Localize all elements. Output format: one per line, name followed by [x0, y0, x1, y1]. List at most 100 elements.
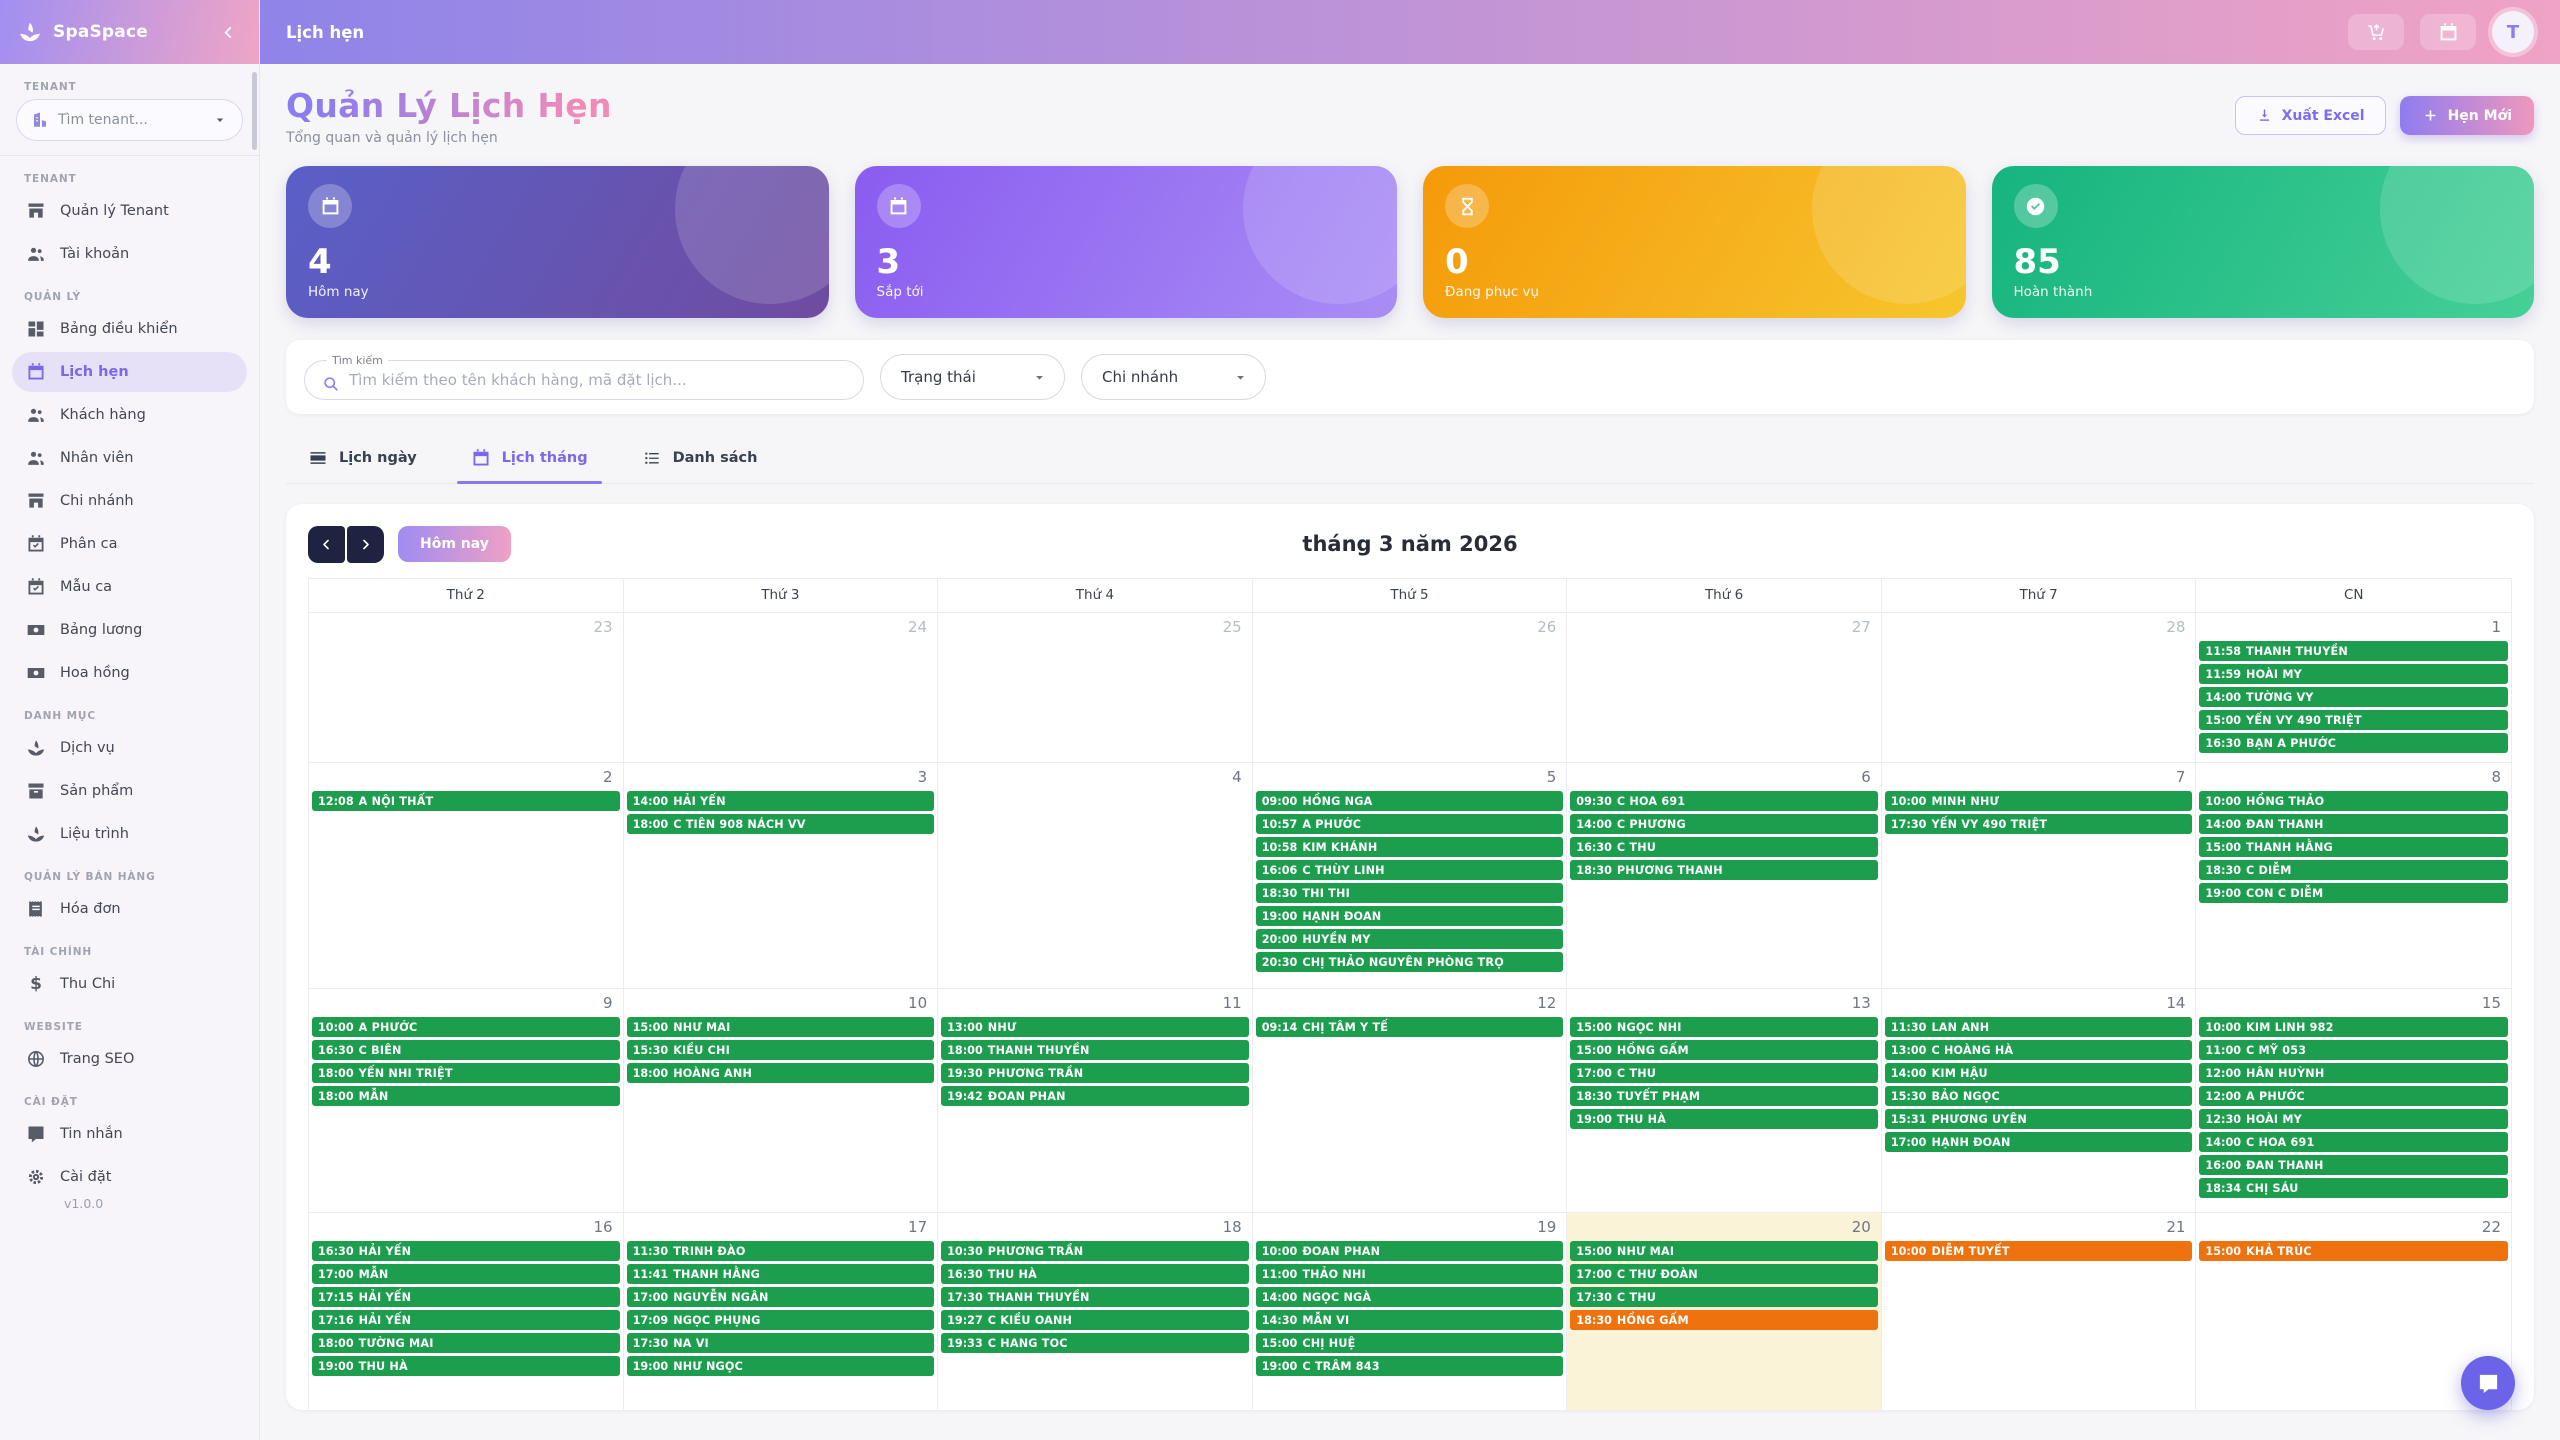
search-input[interactable]: [349, 370, 847, 389]
day-cell-13[interactable]: 13 15:00 NGỌC NHI 15:00 HỒNG GẤM 17:00 C THU 18…: [1567, 989, 1882, 1212]
calendar-event[interactable]: 11:30 TRINH ĐÀO: [626, 1241, 935, 1261]
calendar-event[interactable]: 10:30 PHƯƠNG TRẦN: [941, 1241, 1249, 1261]
day-cell-7[interactable]: 7 10:00 MINH NHƯ 17:30 YẾN VY 490 TRIỆT: [1882, 763, 2197, 988]
day-cell-2[interactable]: 2 12:08 A NỘI THẤT: [309, 763, 624, 988]
calendar-event[interactable]: 10:58 KIM KHÁNH: [1255, 837, 1564, 857]
day-cell-11[interactable]: 11 13:00 NHƯ 18:00 THANH THUYỀN 19:30 PHƯƠNG T…: [938, 989, 1253, 1212]
calendar-event[interactable]: 12:00 A PHƯỚC: [2199, 1086, 2508, 1106]
calendar-event[interactable]: 17:30 THANH THUYỀN: [941, 1287, 1249, 1307]
day-cell-5[interactable]: 5 09:00 HỒNG NGA 10:57 A PHƯỚC 10:58 KIM KHÁNH…: [1253, 763, 1568, 988]
sidebar-scrollbar[interactable]: [252, 72, 257, 150]
calendar-event[interactable]: 19:00 CON C DIỄM: [2199, 883, 2508, 903]
cart-button[interactable]: [2348, 14, 2404, 50]
sidebar-item-lich-hen[interactable]: Lịch hẹn: [12, 352, 247, 392]
calendar-event[interactable]: 17:30 C THU: [1570, 1287, 1878, 1307]
calendar-event[interactable]: 18:30 PHƯƠNG THANH: [1570, 860, 1878, 880]
new-appointment-button[interactable]: Hẹn Mới: [2399, 96, 2534, 135]
calendar-event[interactable]: 18:00 THANH THUYỀN: [941, 1040, 1249, 1060]
calendar-event[interactable]: 17:00 C THƯ ĐOÀN: [1570, 1264, 1878, 1284]
tenant-search-select[interactable]: Tìm tenant...: [16, 99, 243, 141]
calendar-event[interactable]: 18:00 MẪN: [312, 1086, 620, 1106]
calendar-event[interactable]: 11:59 HOÀI MY: [2199, 664, 2508, 684]
calendar-event[interactable]: 17:30 NA VI: [626, 1333, 935, 1353]
sidebar-item-hoa-hong[interactable]: Hoa hồng: [12, 653, 247, 693]
search-field[interactable]: Tìm kiếm: [304, 354, 864, 400]
calendar-event[interactable]: 16:30 C THU: [1570, 837, 1878, 857]
day-cell-26[interactable]: 26: [1253, 613, 1568, 762]
today-button[interactable]: Hôm nay: [398, 526, 511, 562]
calendar-shortcut-button[interactable]: [2420, 14, 2476, 50]
sidebar-item-bang-luong[interactable]: Bảng lương: [12, 610, 247, 650]
calendar-event[interactable]: 14:00 C PHƯƠNG: [1570, 814, 1878, 834]
calendar-event[interactable]: 13:00 C HOÀNG HÀ: [1884, 1040, 2193, 1060]
calendar-event[interactable]: 12:30 HOÀI MY: [2199, 1109, 2508, 1129]
day-cell-19[interactable]: 19 10:00 ĐOAN PHAN 11:00 THẢO NHI 14:00 NGỌC N…: [1253, 1213, 1568, 1410]
calendar-event[interactable]: 18:30 C DIỄM: [2199, 860, 2508, 880]
branch-select[interactable]: Chi nhánh: [1081, 354, 1266, 400]
calendar-event[interactable]: 14:00 C HOA 691: [2199, 1132, 2508, 1152]
calendar-event[interactable]: 10:57 A PHƯỚC: [1255, 814, 1564, 834]
calendar-event[interactable]: 10:00 KIM LINH 982: [2199, 1017, 2508, 1037]
calendar-event[interactable]: 16:06 C THÙY LINH: [1255, 860, 1564, 880]
calendar-event[interactable]: 16:30 BẠN A PHƯỚC: [2199, 733, 2508, 753]
calendar-event[interactable]: 14:30 MẪN VI: [1255, 1310, 1564, 1330]
calendar-event[interactable]: 13:00 NHƯ: [941, 1017, 1249, 1037]
calendar-event[interactable]: 17:30 YẾN VY 490 TRIỆT: [1884, 814, 2193, 834]
calendar-event[interactable]: 12:00 HÂN HUỲNH: [2199, 1063, 2508, 1083]
calendar-event[interactable]: 15:30 KIỀU CHI: [626, 1040, 935, 1060]
calendar-event[interactable]: 14:00 NGỌC NGÀ: [1255, 1287, 1564, 1307]
export-excel-button[interactable]: Xuất Excel: [2234, 96, 2386, 135]
day-cell-10[interactable]: 10 15:00 NHƯ MAI 15:30 KIỀU CHI 18:00 HOÀNG AN…: [624, 989, 939, 1212]
tab-danh-sach[interactable]: Danh sách: [620, 438, 780, 483]
calendar-event[interactable]: 18:00 C TIÊN 908 NÁCH VV: [626, 814, 935, 834]
calendar-event[interactable]: 10:00 A PHƯỚC: [312, 1017, 620, 1037]
calendar-event[interactable]: 09:00 HỒNG NGA: [1255, 791, 1564, 811]
calendar-event[interactable]: 16:30 C BIÊN: [312, 1040, 620, 1060]
tab-lich-ngay[interactable]: Lịch ngày: [286, 438, 439, 483]
calendar-event[interactable]: 18:30 THI THI: [1255, 883, 1564, 903]
calendar-event[interactable]: 19:00 C TRÂM 843: [1255, 1356, 1564, 1376]
prev-month-button[interactable]: [308, 525, 345, 563]
sidebar-item-bang-dieu-khien[interactable]: Bảng điều khiển: [12, 309, 247, 349]
calendar-event[interactable]: 19:27 C KIỀU OANH: [941, 1310, 1249, 1330]
calendar-event[interactable]: 11:00 THẢO NHI: [1255, 1264, 1564, 1284]
calendar-event[interactable]: 15:00 YẾN VY 490 TRIỆT: [2199, 710, 2508, 730]
calendar-event[interactable]: 19:42 ĐOAN PHAN: [941, 1086, 1249, 1106]
calendar-event[interactable]: 15:00 NGỌC NHI: [1570, 1017, 1878, 1037]
calendar-event[interactable]: 16:30 HẢI YẾN: [312, 1241, 620, 1261]
calendar-event[interactable]: 11:30 LAN ANH: [1884, 1017, 2193, 1037]
calendar-event[interactable]: 19:33 C HANG TOC: [941, 1333, 1249, 1353]
sidebar-item-mau-ca[interactable]: Mẫu ca: [12, 567, 247, 607]
day-cell-17[interactable]: 17 11:30 TRINH ĐÀO 11:41 THANH HẰNG 17:00 NGUY…: [624, 1213, 939, 1410]
calendar-event[interactable]: 15:31 PHƯƠNG UYÊN: [1884, 1109, 2193, 1129]
calendar-event[interactable]: 15:00 THANH HẰNG: [2199, 837, 2508, 857]
day-cell-1[interactable]: 1 11:58 THANH THUYỀN 11:59 HOÀI MY 14:00 TƯỜNG…: [2196, 613, 2511, 762]
status-select[interactable]: Trạng thái: [880, 354, 1065, 400]
calendar-event[interactable]: 18:30 HỒNG GẤM: [1570, 1310, 1878, 1330]
calendar-event[interactable]: 17:16 HẢI YẾN: [312, 1310, 620, 1330]
day-cell-20[interactable]: 20 15:00 NHƯ MAI 17:00 C THƯ ĐOÀN 17:30 C THU 1…: [1567, 1213, 1882, 1410]
avatar[interactable]: T: [2492, 11, 2534, 53]
calendar-event[interactable]: 14:00 TƯỜNG VY: [2199, 687, 2508, 707]
calendar-event[interactable]: 12:08 A NỘI THẤT: [312, 791, 620, 811]
calendar-event[interactable]: 18:34 CHỊ SÁU: [2199, 1178, 2508, 1198]
calendar-event[interactable]: 10:00 DIỄM TUYẾT: [1884, 1241, 2193, 1261]
calendar-event[interactable]: 17:00 NGUYỄN NGÂN: [626, 1287, 935, 1307]
day-cell-9[interactable]: 9 10:00 A PHƯỚC 16:30 C BIÊN 18:00 YẾN NHI TRI…: [309, 989, 624, 1212]
calendar-event[interactable]: 16:30 THU HÀ: [941, 1264, 1249, 1284]
calendar-event[interactable]: 18:00 HOÀNG ANH: [626, 1063, 935, 1083]
sidebar-item-chi-nhanh[interactable]: Chi nhánh: [12, 481, 247, 521]
day-cell-28[interactable]: 28: [1882, 613, 2197, 762]
sidebar-item-lieu-trinh[interactable]: Liệu trình: [12, 814, 247, 854]
sidebar-item-tai-khoan[interactable]: Tài khoản: [12, 234, 247, 274]
calendar-event[interactable]: 15:30 BẢO NGỌC: [1884, 1086, 2193, 1106]
calendar-event[interactable]: 18:30 TUYẾT PHẠM: [1570, 1086, 1878, 1106]
day-cell-16[interactable]: 16 16:30 HẢI YẾN 17:00 MẪN 17:15 HẢI YẾN 17:16 H…: [309, 1213, 624, 1410]
day-cell-25[interactable]: 25: [938, 613, 1253, 762]
calendar-event[interactable]: 17:00 MẪN: [312, 1264, 620, 1284]
sidebar-item-trang-seo[interactable]: Trang SEO: [12, 1039, 247, 1079]
day-cell-27[interactable]: 27: [1567, 613, 1882, 762]
calendar-event[interactable]: 16:00 ĐAN THANH: [2199, 1155, 2508, 1175]
calendar-event[interactable]: 18:00 TƯỜNG MAI: [312, 1333, 620, 1353]
chat-fab-button[interactable]: [2461, 1356, 2515, 1410]
